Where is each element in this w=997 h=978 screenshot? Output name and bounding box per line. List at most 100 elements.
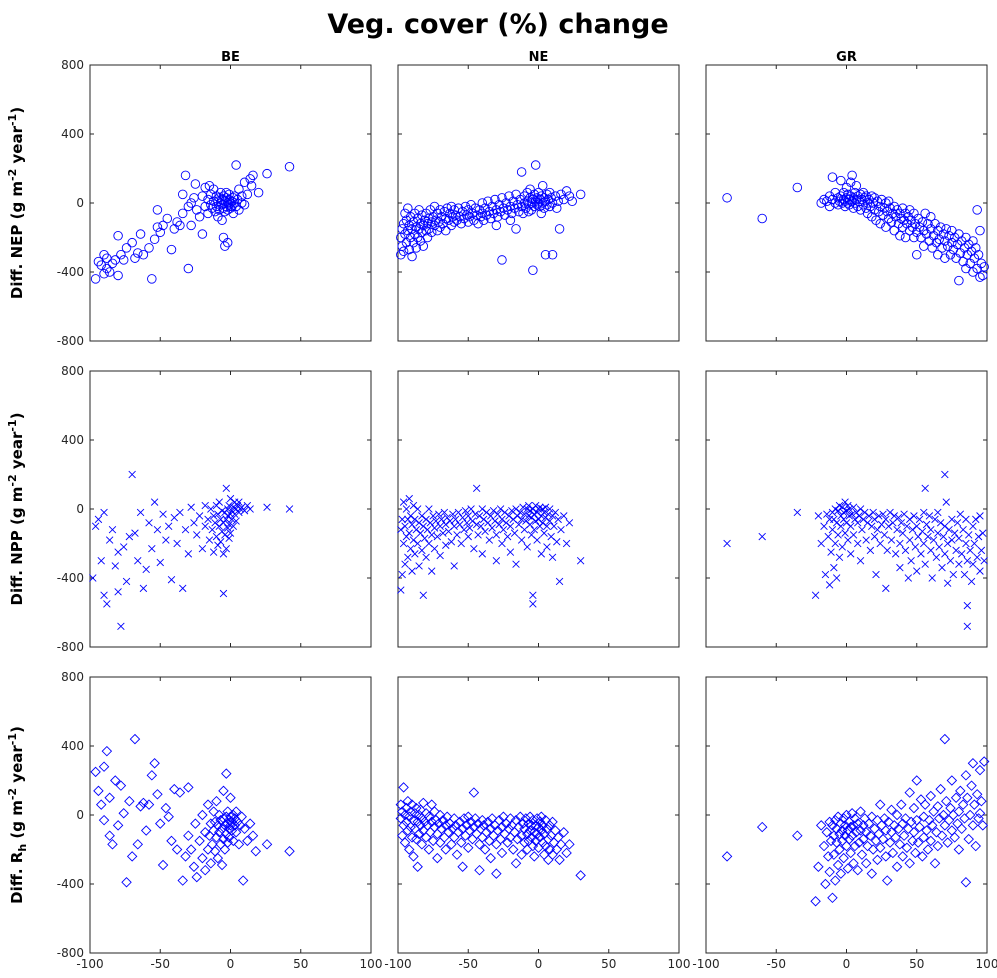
data-point [463, 519, 471, 527]
data-point [215, 522, 223, 530]
data-point [934, 508, 942, 517]
data-point [816, 198, 826, 208]
data-point [441, 225, 451, 236]
data-point [262, 168, 272, 179]
data-point [962, 515, 970, 524]
data-point [94, 515, 103, 524]
data-point [405, 529, 413, 537]
data-point [943, 539, 952, 548]
data-point [946, 775, 958, 786]
data-point [940, 253, 950, 263]
data-point [172, 217, 182, 227]
data-point [822, 851, 834, 862]
data-point [575, 189, 586, 200]
data-point [963, 557, 972, 565]
data-point [922, 520, 931, 529]
data-point [408, 567, 416, 575]
data-point [910, 512, 918, 520]
data-point [936, 830, 948, 841]
data-point [973, 813, 984, 824]
data-point [423, 525, 432, 534]
data-point [972, 205, 982, 215]
data-point [284, 162, 295, 172]
data-point [873, 525, 882, 534]
data-point [90, 274, 101, 284]
data-point [465, 524, 474, 532]
data-point [883, 816, 894, 828]
data-point [924, 532, 932, 541]
data-point [849, 503, 858, 511]
data-point [845, 505, 854, 513]
data-point [461, 507, 470, 515]
data-point [186, 198, 196, 208]
data-point [906, 515, 914, 524]
data-point [841, 840, 852, 852]
data-point [395, 799, 407, 810]
x-tick-label: 50 [293, 957, 308, 971]
data-point [482, 508, 491, 517]
data-point [199, 864, 211, 876]
data-point [906, 536, 914, 544]
data-point [118, 808, 129, 819]
data-point [977, 820, 989, 831]
data-point [218, 191, 229, 201]
data-point [99, 249, 109, 260]
data-point [967, 820, 979, 831]
data-point [903, 823, 914, 835]
data-point [916, 232, 926, 243]
data-point [190, 818, 201, 829]
y-axis-label-row-3: Diff. Rh (g m-2 year-1) [6, 726, 29, 904]
data-point [510, 529, 519, 537]
data-point [881, 222, 891, 232]
data-point [531, 828, 543, 840]
data-point [222, 837, 233, 848]
scatter-series [722, 170, 989, 286]
data-point [560, 512, 568, 520]
data-point [160, 802, 172, 814]
data-point [848, 510, 856, 518]
data-point [416, 839, 428, 850]
data-point [473, 218, 483, 229]
data-point [928, 574, 936, 582]
data-point [204, 515, 212, 524]
data-point [239, 823, 250, 835]
data-point [976, 795, 987, 807]
data-point [896, 799, 907, 810]
data-point [107, 839, 118, 850]
data-point [537, 180, 548, 191]
data-point [564, 191, 575, 201]
data-point [439, 206, 450, 217]
data-point [939, 733, 951, 745]
data-point [860, 193, 870, 203]
data-point [93, 256, 104, 267]
data-point [446, 839, 457, 850]
data-point [463, 217, 474, 227]
data-point [947, 237, 957, 248]
data-point [131, 529, 139, 537]
data-point [423, 811, 435, 822]
data-point [897, 519, 906, 527]
data-point [883, 196, 894, 207]
data-point [491, 517, 499, 525]
data-point [836, 175, 846, 186]
data-point [211, 519, 219, 527]
x-tick-label: 100 [976, 957, 997, 971]
data-point [532, 193, 542, 203]
data-point [464, 825, 475, 836]
data-point [891, 550, 900, 558]
data-point [468, 517, 477, 525]
data-point [405, 494, 413, 503]
data-point [564, 839, 575, 850]
y-tick-label: -400 [57, 877, 84, 891]
data-point [225, 820, 236, 831]
data-point [979, 262, 989, 272]
scatter-series [395, 782, 586, 881]
data-point [839, 515, 848, 524]
data-point [963, 833, 974, 845]
data-point [475, 512, 484, 520]
data-point [842, 863, 854, 874]
data-point [513, 821, 525, 833]
data-point [960, 770, 972, 781]
data-point [399, 498, 408, 506]
data-point [226, 494, 235, 503]
